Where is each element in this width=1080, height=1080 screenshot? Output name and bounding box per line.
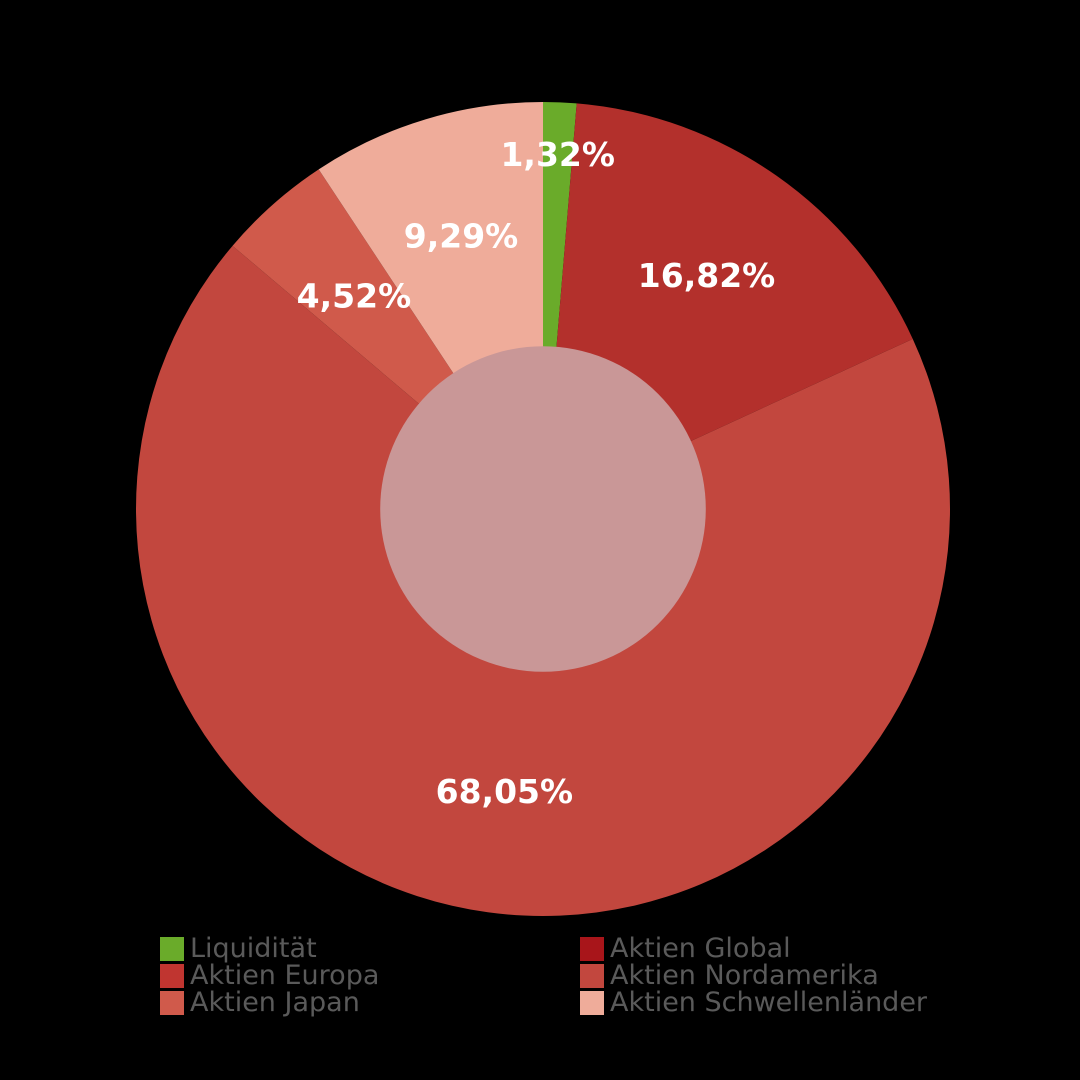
legend-swatch (580, 936, 604, 961)
legend-item-aktien-europa: Aktien Europa (160, 962, 379, 989)
donut-hole (380, 346, 706, 672)
legend-item-aktien-global: Aktien Global (580, 935, 927, 962)
legend-swatch (160, 990, 184, 1015)
legend-item-liquiditaet: Liquidität (160, 935, 379, 962)
legend-label: Aktien Europa (190, 960, 380, 991)
legend-swatch (580, 963, 604, 988)
legend-swatch (580, 990, 604, 1015)
legend-label: Aktien Schwellenländer (610, 987, 928, 1018)
legend-label: Aktien Nordamerika (610, 960, 879, 991)
legend-item-aktien-japan: Aktien Japan (160, 989, 379, 1016)
legend-label: Aktien Global (610, 933, 791, 964)
slice-labels: 1,32% 16,82% 68,05% 4,52% 9,29% (297, 135, 776, 811)
donut-chart: 1,32% 16,82% 68,05% 4,52% 9,29% (135, 102, 950, 917)
legend-item-aktien-schwellenlaender: Aktien Schwellenländer (580, 989, 927, 1016)
legend-label: Aktien Japan (190, 987, 360, 1018)
legend-right-column: Aktien Global Aktien Nordamerika Aktien … (580, 935, 927, 1016)
legend-left-column: Liquidität Aktien Europa Aktien Japan (160, 935, 379, 1016)
slice-value-label: 4,52% (297, 276, 412, 315)
legend-swatch (160, 963, 184, 988)
legend: Liquidität Aktien Europa Aktien Japan Ak… (160, 935, 960, 1060)
legend-label: Liquidität (190, 933, 317, 964)
legend-swatch (160, 936, 184, 961)
slice-value-label: 9,29% (404, 217, 519, 256)
slice-value-label: 1,32% (500, 135, 615, 174)
legend-item-aktien-nordamerika: Aktien Nordamerika (580, 962, 927, 989)
slice-value-label: 16,82% (638, 256, 775, 295)
slice-value-label: 68,05% (436, 772, 573, 811)
